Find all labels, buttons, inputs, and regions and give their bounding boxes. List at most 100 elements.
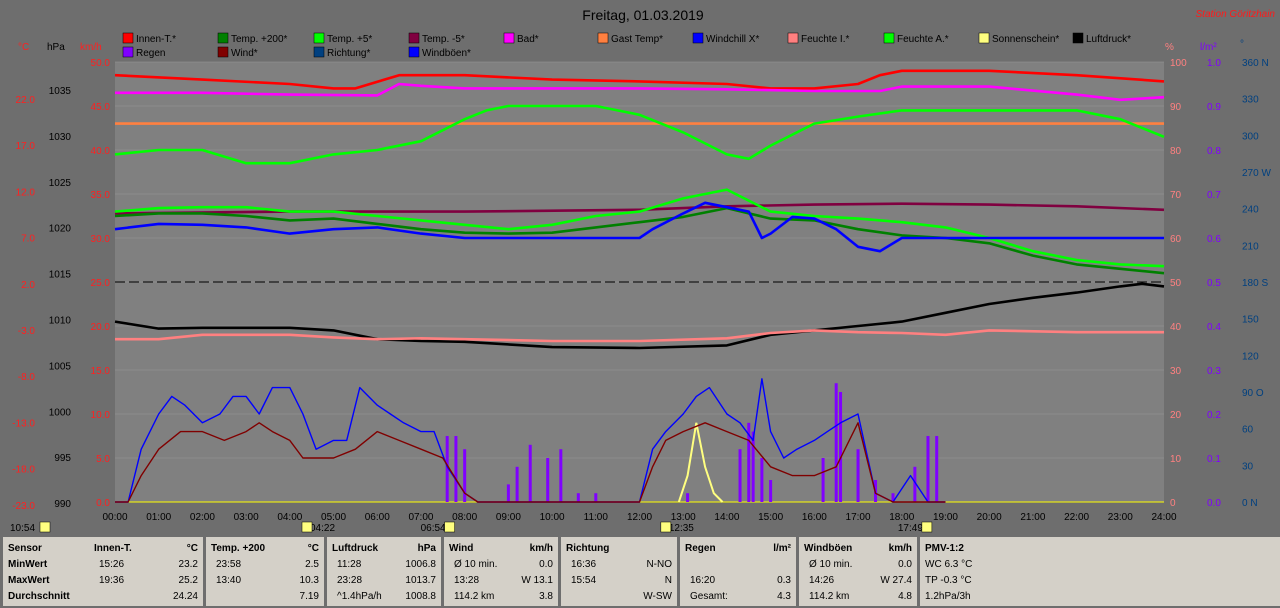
series-sunshine [677,422,724,503]
tick-celsius: 12.0 [16,187,36,198]
stats-cell: 19:36 [99,575,125,586]
legend-swatch [217,46,229,58]
tick-celsius: 22.0 [16,95,36,106]
stats-cell: N-NO [646,559,672,570]
marker-time: 10:54 [10,523,35,534]
rain-bar [751,431,755,502]
tick-degree: 90 O [1242,388,1264,399]
tick-celsius: -23.0 [12,501,35,512]
tick-kmh: 40.0 [91,146,111,157]
series-line [115,329,1164,343]
tick-time: 01:00 [146,512,171,523]
tick-lm2: 0.4 [1207,322,1221,333]
rain-bar [935,436,939,502]
tick-hpa: 1025 [49,178,72,189]
stats-cell: 13:40 [216,575,242,586]
stats-cell: Windböen [804,543,853,554]
stats-cell: Durchschnitt [8,591,70,602]
sun-icon [444,521,455,533]
legend-label: Richtung* [327,48,370,59]
tick-time: 21:00 [1020,512,1045,523]
legend-label: Temp. -5* [422,34,465,45]
rain-bar [891,493,895,502]
stats-panel: Temp. +200 °C 23:58 2.5 13:40 10.3 7.19 [206,537,324,606]
unit-celsius: °C [18,42,29,53]
tick-degree: 360 N [1242,58,1269,69]
tick-degree: 330 [1242,95,1259,106]
tick-kmh: 45.0 [91,102,111,113]
series-line [114,104,1165,165]
stats-cell: 114.2 km [809,591,850,602]
stats-cell: 24.24 [172,591,198,602]
tick-celsius: -13.0 [12,418,35,429]
unit-lm2: l/m² [1200,42,1217,53]
marker-time: 12:35 [669,523,694,534]
stats-cell: N [664,575,672,586]
tick-percent: 30 [1170,366,1182,377]
tick-percent: 100 [1170,58,1187,69]
tick-degree: 150 [1242,315,1259,326]
tick-hpa: 1020 [49,224,72,235]
rain-bar [834,383,838,502]
tick-time: 14:00 [714,512,739,523]
stats-cell: 4.8 [898,591,912,602]
stats-cell: Innen-T. [94,543,132,554]
tick-kmh: 15.0 [91,366,111,377]
stats-cell: PMV-1:2 [925,543,964,554]
legend: Innen-T.* Temp. +200* Temp. +5* Temp. -5* Ba… [122,32,1131,59]
legend-label: Gast Temp* [611,34,663,45]
stats-cell: 1.2hPa/3h [925,591,971,602]
tick-degree: 120 [1242,351,1259,362]
legend-swatch [408,46,420,58]
tick-percent: 90 [1170,102,1182,113]
stats-cell: Sensor [8,543,42,554]
stats-cell: 11:28 [337,559,362,570]
tick-time: 00:00 [102,512,127,523]
stats-cell: W 27.4 [880,575,912,586]
legend-label: Windchill X* [706,34,759,45]
tick-kmh: 50.0 [91,58,111,69]
tick-time: 15:00 [758,512,783,523]
chart-title: Freitag, 01.03.2019 [582,7,704,23]
tick-hpa: 1005 [49,361,72,372]
tick-lm2: 0.9 [1207,102,1221,113]
tick-lm2: 0.7 [1207,190,1221,201]
tick-time: 02:00 [190,512,215,523]
tick-time: 24:00 [1151,512,1176,523]
sun-icon [660,521,672,533]
stats-cell: Luftdruck [332,543,379,554]
stats-panel: Windböen km/h Ø 10 min. 0.0 14:26 W 27.4 114.2… [799,537,917,606]
tick-time: 11:00 [584,512,609,523]
rain-bar [559,449,563,502]
tick-time: 22:00 [1064,512,1089,523]
stats-cell: 10.3 [299,575,319,586]
tick-time: 05:00 [321,512,346,523]
tick-celsius: -8.0 [18,372,36,383]
tick-time: 04:00 [277,512,302,523]
stats-cell: ^1.4hPa/h [337,591,382,602]
stats-panel: Richtung 16:36 N-NO 15:54 N W-SW [561,537,677,606]
legend-label: Luftdruck* [1086,34,1131,45]
marker-time: 17:49 [898,523,923,534]
tick-percent: 40 [1170,322,1182,333]
tick-hpa: 995 [54,453,71,464]
stats-cell: 16:20 [690,575,716,586]
rain-bar [506,484,510,502]
tick-percent: 60 [1170,234,1182,245]
legend-label: Wind* [231,48,258,59]
unit-kmh: km/h [80,42,102,53]
rain-bar [760,458,764,502]
tick-hpa: 1030 [49,132,72,143]
legend-swatch [217,32,229,44]
sun-icon [301,521,313,533]
unit-hpa: hPa [47,42,65,53]
tick-celsius: -3.0 [18,326,36,337]
stats-cell: WC 6.3 °C [925,559,973,570]
stats-cell: MaxWert [8,575,50,586]
stats-cell: 1008.8 [405,591,436,602]
tick-lm2: 0.8 [1207,146,1221,157]
rain-bar [856,449,860,502]
series-line [114,202,1165,215]
stats-cell: 25.2 [178,575,198,586]
tick-celsius: -18.0 [12,465,35,476]
